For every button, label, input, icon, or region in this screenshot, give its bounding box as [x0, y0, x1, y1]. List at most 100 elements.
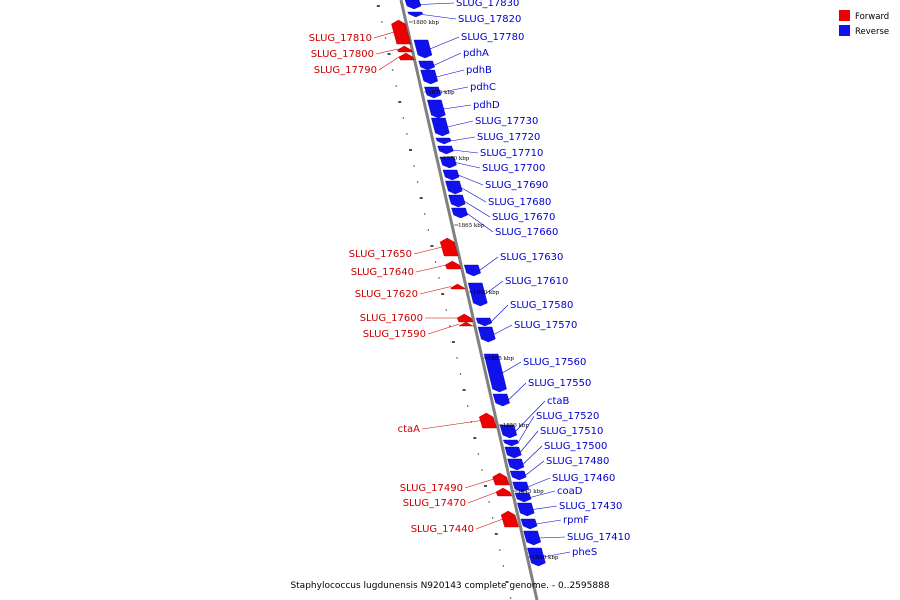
scale-label: 1875 kbp: [428, 90, 455, 96]
reverse-gene-leader: [439, 86, 469, 93]
track-dot: [491, 517, 494, 519]
forward-gene-label: SLUG_17590: [363, 329, 426, 340]
reverse-gene-leader: [429, 36, 460, 50]
reverse-gene-block: [520, 518, 538, 530]
reverse-gene-block: [431, 117, 450, 137]
caption: Staphylococcus lugdunensis N920143 compl…: [290, 581, 609, 591]
reverse-gene-leader: [493, 324, 513, 335]
forward-gene-leader: [375, 48, 399, 55]
reverse-gene-leader: [419, 2, 455, 5]
track-dot: [416, 181, 419, 183]
reverse-gene-label: SLUG_17550: [528, 378, 591, 389]
reverse-gene-block: [463, 264, 481, 277]
reverse-gene-leader: [455, 162, 481, 169]
reverse-gene-label: SLUG_17560: [523, 357, 586, 368]
genome-axis: [399, 0, 539, 600]
reverse-gene-block: [435, 137, 452, 145]
scale-label: 1845 kbp: [518, 489, 545, 495]
reverse-gene-label: SLUG_17720: [477, 132, 540, 143]
reverse-gene-leader: [490, 304, 509, 323]
reverse-gene-label: ctaB: [547, 396, 570, 407]
reverse-gene-block: [517, 502, 535, 517]
track-dot: [434, 261, 437, 263]
reverse-gene-block: [404, 0, 422, 10]
reverse-gene-leader: [539, 536, 566, 539]
forward-gene-block: [492, 472, 510, 486]
forward-gene-block: [445, 260, 462, 270]
reverse-gene-label: pdhA: [463, 48, 489, 59]
forward-gene-leader: [427, 323, 460, 335]
reverse-gene-leader: [517, 415, 535, 444]
legend: Forward Reverse: [839, 10, 889, 37]
forward-gene-label: SLUG_17810: [309, 33, 372, 44]
forward-gene-label: SLUG_17490: [400, 483, 463, 494]
reverse-gene-leader: [519, 430, 539, 453]
track-dot: [381, 21, 383, 23]
forward-gene-leader: [464, 478, 495, 489]
reverse-gene-labels: SLUG_17830 SLUG_17820 SLUG_17780 pdhA pdhB pd…: [419, 0, 630, 558]
reverse-gene-label: SLUG_17730: [475, 116, 538, 127]
reverse-gene-block: [492, 393, 510, 407]
dotted-track: [376, 5, 512, 599]
forward-gene-label: SLUG_17640: [351, 267, 414, 278]
reverse-gene-leader: [543, 551, 571, 558]
forward-gene-leader: [475, 518, 504, 530]
forward-gene-label: SLUG_17440: [411, 524, 474, 535]
forward-gene-leader: [415, 264, 447, 273]
forward-gene-leader: [467, 491, 497, 504]
reverse-gene-blocks: [404, 0, 546, 567]
reverse-gene-label: SLUG_17820: [458, 14, 521, 25]
legend-forward-swatch: [839, 10, 850, 21]
reverse-gene-label: SLUG_17480: [546, 456, 609, 467]
reverse-gene-block: [475, 317, 493, 327]
reverse-gene-block: [477, 326, 496, 343]
reverse-gene-block: [467, 282, 488, 307]
reverse-gene-leader: [443, 104, 472, 110]
reverse-gene-label: pdhC: [470, 82, 496, 93]
reverse-gene-block: [499, 424, 518, 439]
reverse-gene-leader: [522, 445, 543, 465]
track-dot: [445, 309, 447, 311]
reverse-gene-block: [502, 439, 519, 447]
legend-forward-label: Forward: [855, 12, 889, 22]
reverse-gene-block: [504, 446, 522, 459]
forward-gene-leader: [419, 286, 452, 295]
forward-gene-label: SLUG_17790: [314, 65, 377, 76]
reverse-gene-leader: [508, 382, 527, 401]
track-dot: [424, 213, 426, 215]
forward-gene-leader: [378, 56, 400, 71]
reverse-gene-leader: [422, 14, 457, 20]
axis-line: [399, 0, 539, 600]
forward-gene-block: [391, 19, 412, 45]
scale-label: 1855 kbp: [488, 356, 515, 362]
track-dot: [481, 469, 483, 471]
reverse-gene-block: [448, 194, 466, 208]
track-dot: [413, 165, 415, 167]
track-dot: [391, 69, 394, 71]
reverse-gene-leader: [527, 477, 551, 488]
reverse-gene-label: SLUG_17500: [544, 441, 607, 452]
track-dot: [502, 565, 505, 567]
forward-gene-block: [456, 313, 474, 323]
reverse-gene-block: [418, 60, 435, 71]
reverse-gene-block: [507, 458, 525, 471]
reverse-gene-leader: [502, 361, 522, 374]
reverse-gene-block: [442, 169, 460, 181]
reverse-gene-leader: [484, 280, 504, 295]
legend-reverse-label: Reverse: [855, 27, 889, 37]
forward-gene-leader: [373, 31, 395, 39]
track-dot: [459, 373, 462, 375]
reverse-gene-block: [407, 11, 424, 18]
track-dot: [488, 501, 490, 503]
track-dot: [438, 277, 440, 279]
scale-label: 1870 kbp: [443, 156, 470, 162]
reverse-gene-label: SLUG_17570: [514, 320, 577, 331]
reverse-gene-label: SLUG_17780: [461, 32, 524, 43]
reverse-gene-label: pheS: [572, 547, 597, 558]
reverse-gene-leader: [452, 149, 479, 154]
forward-gene-leader: [421, 420, 481, 430]
reverse-gene-label: SLUG_17410: [567, 532, 630, 543]
track-dot: [449, 325, 451, 327]
track-dot: [499, 549, 501, 551]
reverse-gene-label: pdhB: [466, 65, 492, 76]
